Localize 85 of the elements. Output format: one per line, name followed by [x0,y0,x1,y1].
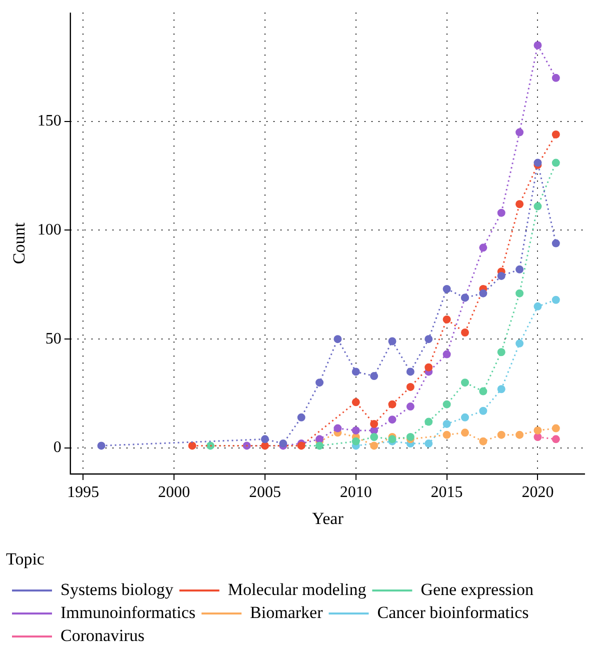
point [316,378,324,387]
point [479,406,488,415]
point [516,265,524,274]
point [370,433,378,441]
y-tick-label: 150 [37,112,62,130]
point [424,335,433,344]
point [406,402,414,411]
point [370,372,378,380]
point [479,437,488,446]
point [388,400,396,408]
point [497,430,506,439]
point [497,385,506,394]
legend-label: Cancer bioinformatics [377,602,529,622]
point [406,433,414,441]
point [460,413,469,422]
point [442,315,451,324]
point [552,130,560,138]
legend-label: Coronavirus [60,626,145,645]
legend-label: Systems biology [60,580,174,599]
point [97,442,106,450]
y-axis-title: Count [10,222,29,264]
point [352,426,360,434]
point [424,440,433,448]
point [406,368,414,376]
point [406,382,414,391]
point [424,363,433,372]
point [442,420,451,428]
point [352,368,360,376]
point [497,272,506,280]
point [316,442,324,450]
point [260,435,269,444]
point [442,430,451,439]
point [370,420,378,428]
y-tick-label: 100 [37,221,62,238]
point [516,339,524,348]
x-tick-label: 1995 [67,484,100,501]
point [388,337,396,346]
point [460,378,469,387]
point [479,244,488,252]
point [479,387,488,396]
point [460,328,469,337]
x-tick-label: 2020 [522,484,554,501]
point [497,348,506,356]
point [334,424,342,432]
point [479,289,488,298]
legend-label: Gene expression [420,580,534,599]
point [388,416,396,424]
point [206,442,214,450]
point [460,428,469,437]
legend-title: Topic [6,550,45,569]
point [552,296,560,304]
point [516,430,524,439]
point [534,302,542,310]
y-tick-label: 0 [53,439,62,456]
point [497,208,506,217]
point [552,158,560,167]
point [188,442,196,450]
x-tick-label: 2015 [430,484,463,501]
point [370,442,378,450]
point [534,41,542,50]
legend-label: Molecular modeling [228,580,367,599]
x-tick-label: 2000 [158,484,190,501]
point [552,239,560,248]
point [516,200,524,208]
point [424,418,433,426]
point [552,74,560,82]
legend-label: Immunoinformatics [60,602,196,622]
point [552,435,560,444]
y-tick-label: 50 [45,330,62,348]
point [334,335,342,344]
point [442,285,451,294]
x-tick-label: 2010 [340,484,372,501]
x-axis-title: Year [312,508,344,528]
point [352,437,360,446]
point [297,413,306,422]
point [534,202,542,210]
point [442,350,451,358]
point [516,128,524,136]
point [516,289,524,298]
point [552,424,560,432]
point [534,426,542,434]
x-tick-label: 2005 [248,484,281,501]
point [352,398,360,406]
legend-label: Biomarker [250,602,324,622]
point [442,400,451,408]
